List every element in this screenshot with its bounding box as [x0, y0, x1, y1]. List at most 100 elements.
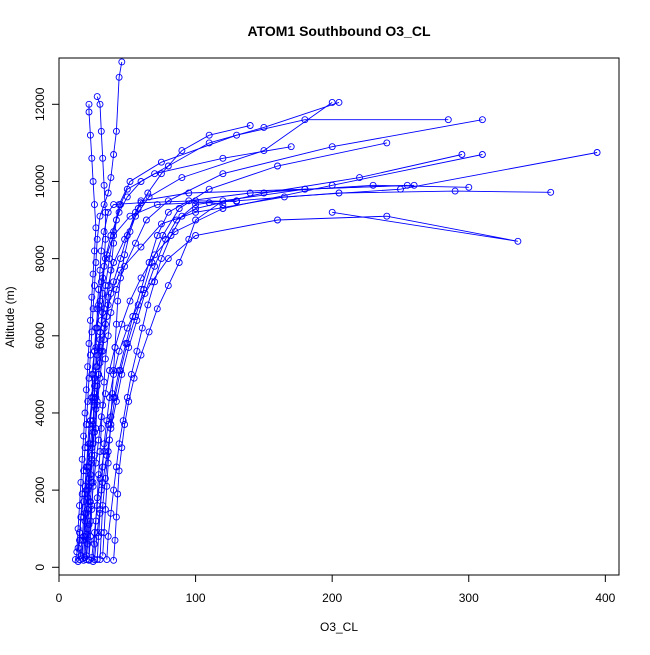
data-point	[108, 390, 116, 398]
data-point	[118, 370, 126, 378]
data-layer	[71, 58, 601, 565]
data-point	[78, 455, 86, 463]
data-point	[92, 405, 100, 413]
data-point	[121, 262, 129, 270]
data-point	[157, 255, 165, 263]
data-point	[274, 216, 281, 224]
data-point	[107, 174, 115, 182]
data-point	[91, 282, 98, 290]
y-tick-label: 6000	[33, 322, 47, 349]
data-point	[175, 259, 183, 266]
data-point	[77, 478, 85, 486]
data-point	[97, 413, 105, 421]
data-point	[118, 444, 126, 452]
data-point	[99, 478, 107, 486]
x-tick-label: 400	[595, 591, 615, 605]
data-point	[89, 270, 97, 278]
data-point	[133, 316, 141, 324]
data-point	[73, 548, 81, 556]
data-point	[280, 193, 288, 201]
data-point	[112, 127, 120, 135]
data-point	[104, 293, 112, 301]
data-point	[101, 505, 109, 513]
data-point	[100, 262, 108, 270]
data-point	[151, 262, 159, 270]
data-point	[103, 556, 111, 564]
data-point	[82, 486, 90, 494]
data-point	[130, 374, 138, 382]
data-point	[96, 100, 104, 108]
data-point	[96, 505, 104, 513]
data-point	[137, 199, 145, 207]
data-point	[110, 201, 118, 209]
data-point	[137, 351, 145, 359]
data-point	[86, 517, 94, 525]
chart-title: ATOM1 Southbound O3_CL	[247, 23, 430, 39]
data-point	[101, 355, 109, 363]
data-point	[88, 154, 96, 162]
data-point	[92, 394, 100, 401]
data-point	[328, 208, 336, 216]
data-point	[93, 529, 101, 537]
data-point	[100, 529, 108, 537]
data-point	[328, 143, 336, 151]
data-point	[97, 127, 105, 135]
data-point	[99, 401, 107, 409]
data-point	[99, 463, 107, 471]
data-point	[107, 309, 115, 317]
data-point	[89, 558, 97, 565]
data-point	[301, 116, 309, 124]
data-point	[164, 208, 172, 216]
data-point	[91, 247, 98, 255]
data-point	[85, 440, 93, 448]
data-point	[403, 181, 411, 189]
profile-line	[76, 104, 97, 552]
data-point	[85, 100, 93, 108]
data-point	[192, 197, 200, 205]
data-point	[104, 301, 112, 309]
data-point	[89, 421, 97, 428]
data-point	[205, 131, 213, 139]
data-point	[93, 93, 101, 101]
data-point	[192, 208, 200, 216]
data-point	[101, 235, 109, 243]
data-point	[85, 108, 93, 116]
data-point	[233, 131, 241, 139]
data-point	[91, 428, 98, 436]
data-point	[91, 401, 98, 409]
data-point	[192, 232, 200, 239]
data-point	[93, 235, 101, 243]
data-point	[95, 471, 103, 479]
profile-line	[88, 96, 106, 560]
data-point	[80, 532, 88, 540]
data-point	[85, 536, 93, 544]
data-point	[86, 351, 94, 359]
data-point	[192, 201, 200, 209]
data-point	[96, 448, 104, 455]
data-point	[110, 367, 118, 374]
data-point	[107, 424, 115, 432]
data-point	[123, 394, 131, 401]
x-tick-label: 200	[322, 591, 342, 605]
data-point	[74, 525, 82, 533]
data-point	[101, 390, 109, 398]
data-point	[369, 181, 377, 189]
data-point	[123, 193, 131, 201]
data-point	[86, 131, 94, 139]
data-point	[142, 216, 150, 224]
data-point	[112, 216, 120, 224]
data-point	[185, 235, 193, 243]
data-point	[84, 463, 92, 471]
data-point	[101, 255, 109, 263]
x-axis-label: O3_CL	[320, 620, 358, 634]
data-point	[144, 301, 152, 309]
data-point	[107, 266, 115, 274]
data-point	[103, 417, 111, 425]
data-point	[88, 459, 96, 467]
data-point	[93, 556, 101, 564]
data-point	[76, 502, 83, 510]
data-point	[93, 494, 101, 502]
data-point	[164, 255, 172, 263]
data-point	[153, 232, 161, 239]
